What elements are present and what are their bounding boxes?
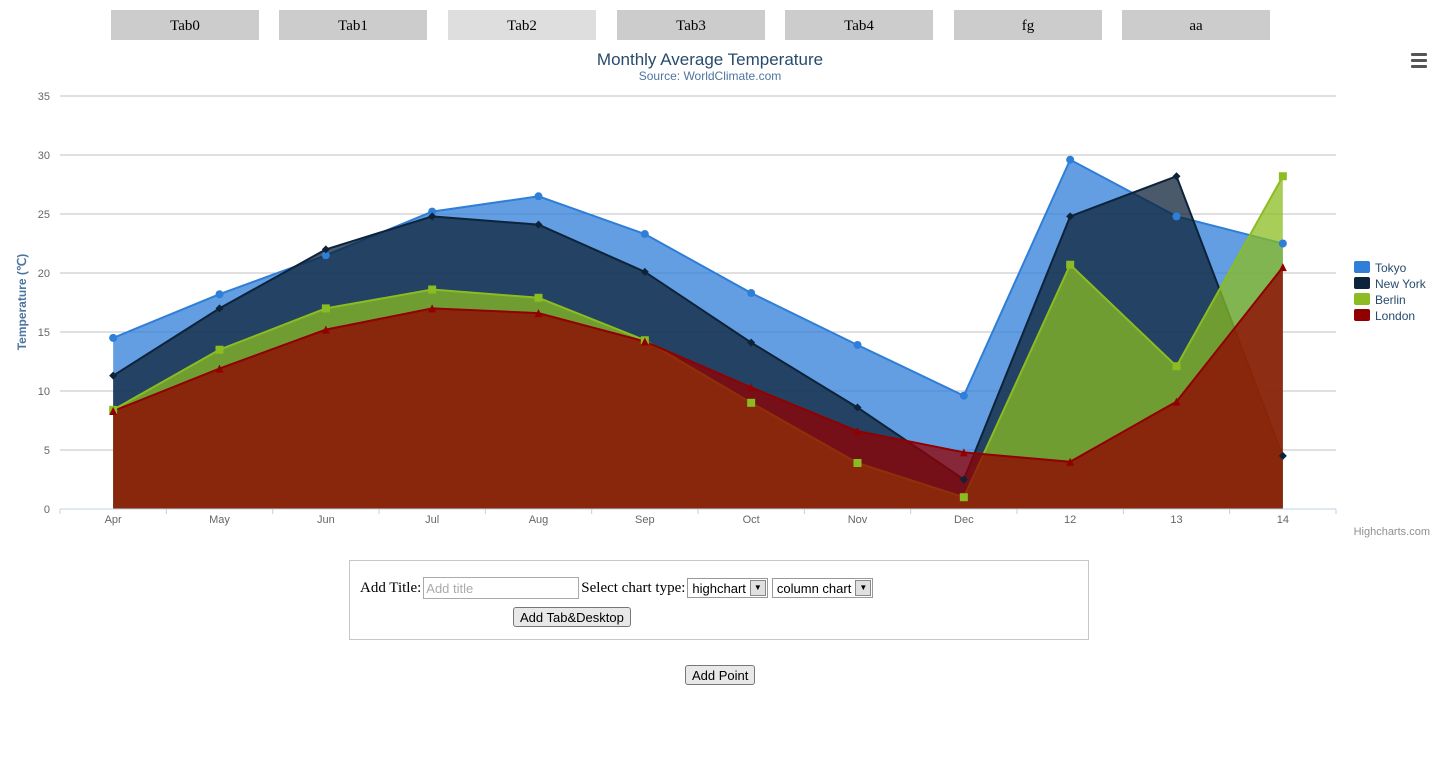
data-point[interactable] [535, 192, 543, 200]
y-axis-title: Temperature (℃) [15, 254, 29, 351]
x-tick-label: Aug [529, 514, 549, 526]
chart-type-select-value: column chart [777, 581, 851, 596]
data-point[interactable] [854, 459, 862, 467]
data-point[interactable] [216, 290, 224, 298]
y-tick-label: 10 [38, 386, 50, 398]
data-point[interactable] [1279, 172, 1287, 180]
x-tick-label: Jun [317, 514, 335, 526]
data-point[interactable] [322, 304, 330, 312]
chart-title: Monthly Average Temperature [597, 50, 823, 69]
chevron-down-icon: ▼ [855, 580, 871, 596]
data-point[interactable] [960, 493, 968, 501]
chevron-down-icon: ▼ [750, 580, 766, 596]
chart: Monthly Average Temperature Source: Worl… [0, 0, 1440, 545]
y-tick-label: 25 [38, 209, 50, 221]
x-tick-label: Sep [635, 514, 655, 526]
x-tick-label: 14 [1277, 514, 1289, 526]
library-select-value: highchart [692, 581, 745, 596]
chart-subtitle: Source: WorldClimate.com [639, 69, 782, 83]
legend-item[interactable]: London [1375, 309, 1415, 323]
data-point[interactable] [1173, 362, 1181, 370]
data-point[interactable] [1066, 156, 1074, 164]
data-point[interactable] [747, 289, 755, 297]
y-tick-label: 15 [38, 327, 50, 339]
legend-swatch[interactable] [1354, 277, 1370, 289]
data-point[interactable] [1066, 261, 1074, 269]
y-tick-label: 30 [38, 150, 50, 162]
legend-item[interactable]: New York [1375, 277, 1427, 291]
data-point[interactable] [1279, 240, 1287, 248]
legend-swatch[interactable] [1354, 293, 1370, 305]
x-tick-label: Jul [425, 514, 439, 526]
x-tick-label: Dec [954, 514, 974, 526]
x-tick-label: Nov [848, 514, 868, 526]
chart-menu-icon[interactable] [1406, 50, 1432, 72]
title-input[interactable] [423, 577, 579, 599]
x-tick-label: Apr [105, 514, 122, 526]
x-tick-label: Oct [743, 514, 760, 526]
y-tick-label: 5 [44, 445, 50, 457]
data-point[interactable] [854, 341, 862, 349]
credits-link[interactable]: Highcharts.com [1354, 526, 1430, 538]
y-tick-label: 0 [44, 504, 50, 516]
x-tick-label: May [209, 514, 230, 526]
add-tab-button[interactable]: Add Tab&Desktop [513, 607, 631, 627]
chart-type-select[interactable]: column chart ▼ [772, 578, 873, 598]
legend-item[interactable]: Tokyo [1375, 261, 1407, 275]
legend-item[interactable]: Berlin [1375, 293, 1406, 307]
library-select[interactable]: highchart ▼ [687, 578, 767, 598]
data-point[interactable] [109, 334, 117, 342]
add-point-button[interactable]: Add Point [685, 665, 755, 685]
data-point[interactable] [641, 230, 649, 238]
data-point[interactable] [428, 286, 436, 294]
y-tick-label: 35 [38, 91, 50, 103]
data-point[interactable] [747, 399, 755, 407]
x-tick-label: 12 [1064, 514, 1076, 526]
add-tab-form: Add Title: Select chart type: highchart … [349, 560, 1089, 640]
x-tick-label: 13 [1170, 514, 1182, 526]
title-label: Add Title: [360, 580, 421, 597]
data-point[interactable] [960, 392, 968, 400]
chart-type-label: Select chart type: [581, 580, 685, 597]
legend-swatch[interactable] [1354, 309, 1370, 321]
legend-swatch[interactable] [1354, 261, 1370, 273]
data-point[interactable] [216, 346, 224, 354]
y-tick-label: 20 [38, 268, 50, 280]
data-point[interactable] [1173, 212, 1181, 220]
data-point[interactable] [535, 294, 543, 302]
